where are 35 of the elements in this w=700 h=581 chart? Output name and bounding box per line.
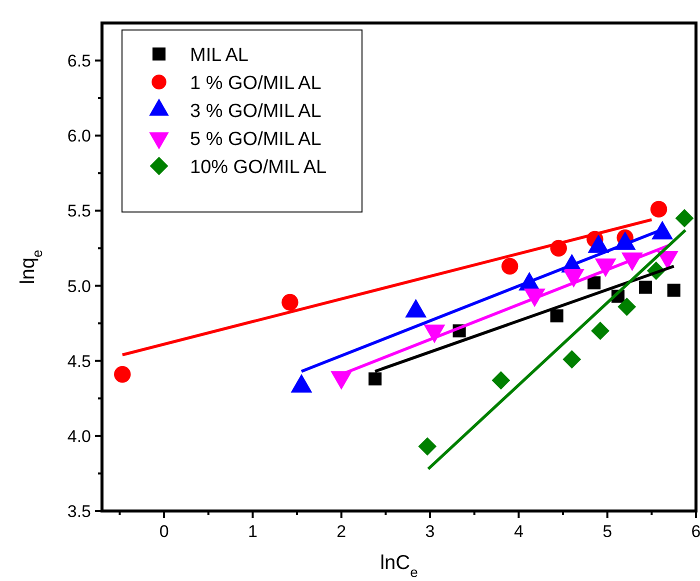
y-tick-label: 4.0 — [67, 426, 91, 446]
point — [501, 258, 518, 275]
point — [638, 280, 652, 294]
y-tick-label: 5.5 — [67, 202, 91, 221]
y-tick-label: 4.5 — [67, 352, 91, 371]
point — [675, 208, 694, 228]
point — [588, 276, 601, 290]
x-tick-label: 1 — [248, 522, 258, 541]
point — [368, 372, 382, 386]
point — [591, 322, 610, 340]
y-tick-label: 3.5 — [67, 502, 91, 521]
y-tick-label: 6.0 — [67, 126, 91, 146]
point — [418, 437, 437, 456]
y-tick-label: 5.0 — [67, 276, 91, 296]
x-tick-label: 3 — [425, 522, 435, 541]
legend-label: 3 % GO/MIL AL — [190, 101, 322, 122]
x-tick-label: 6 — [691, 522, 700, 541]
point — [562, 350, 582, 369]
point — [114, 366, 131, 383]
point — [618, 298, 636, 316]
x-axis-title: lnC$_{e}$ — [380, 552, 418, 580]
point — [492, 371, 510, 390]
point — [550, 309, 564, 322]
x-tick-label: 2 — [336, 522, 346, 541]
y-tick-label: 6.5 — [67, 52, 91, 71]
x-tick-label: 5 — [602, 522, 612, 541]
point — [667, 284, 680, 297]
legend-label: 1 % GO/MIL AL — [190, 73, 322, 94]
point — [282, 294, 298, 311]
legend-label: 10% GO/MIL AL — [190, 157, 327, 178]
legend-label: 5 % GO/MIL AL — [190, 129, 322, 150]
legend-label: MIL AL — [190, 45, 248, 66]
x-tick-label: 4 — [514, 522, 524, 541]
point — [650, 200, 668, 218]
x-tick-label: 0 — [159, 522, 169, 541]
